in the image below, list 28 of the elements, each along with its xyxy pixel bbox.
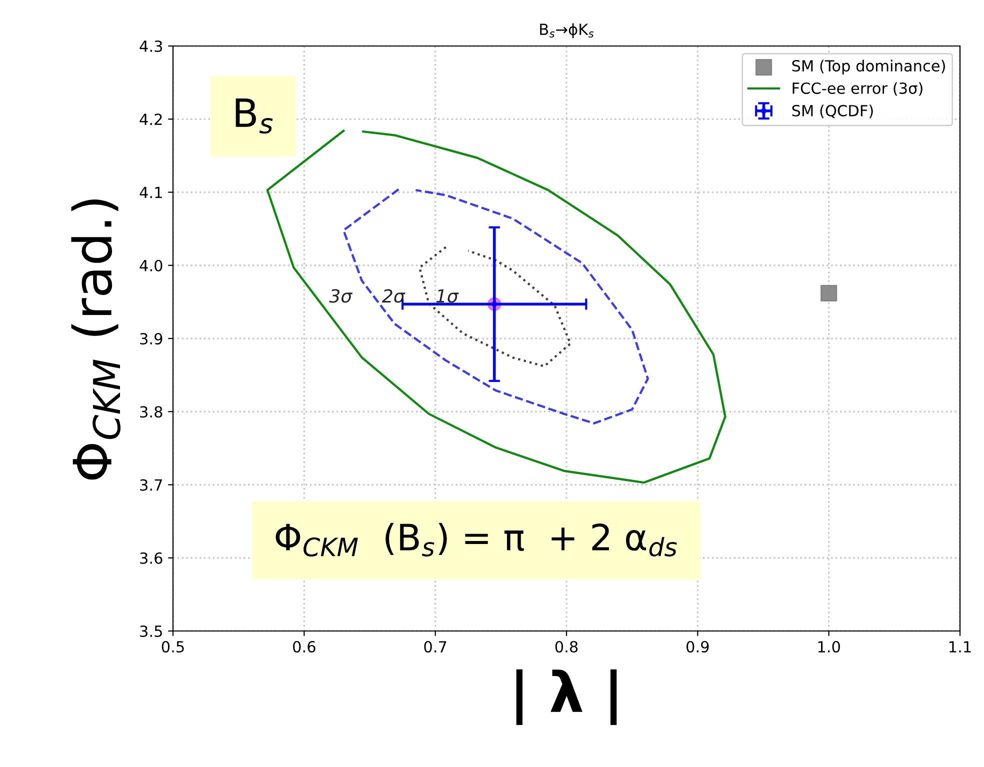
y-tick-label: 4.1 — [140, 186, 162, 198]
y-tick-label: 3.6 — [140, 552, 162, 564]
legend-label: SM (Top dominance) — [792, 60, 945, 75]
y-tick-label: 3.5 — [140, 625, 162, 638]
x-axis-title: | λ | — [516, 669, 617, 725]
x-tick-label: 0.6 — [293, 640, 316, 653]
annotation: B$_{s}$ — [236, 98, 273, 134]
x-tick-label: 0.7 — [424, 640, 446, 653]
y-tick-label: 3.9 — [140, 332, 162, 345]
y-axis-title: Φ$_{CKM}$ (rad.) — [71, 199, 121, 480]
legend-label: SM (QCDF) — [792, 104, 873, 118]
y-tick-label: 3.8 — [140, 406, 162, 418]
annotation: 2σ — [382, 289, 406, 303]
x-tick-label: 1.1 — [950, 641, 971, 652]
x-tick-label: 1.0 — [818, 640, 840, 653]
chart-title: B$_{s}$→ϕK$_{s}$ — [540, 23, 594, 38]
x-tick-label: 0.8 — [555, 640, 578, 653]
y-tick-label: 4.3 — [140, 40, 162, 52]
y-tick-label: 3.7 — [140, 479, 162, 491]
annotation: Φ$_{CKM}$ (B$_{s}$) = π + 2 α$_{ds}$ — [276, 522, 677, 557]
y-tick-label: 4.2 — [140, 114, 162, 125]
legend-label: FCC-ee error (3σ) — [792, 82, 922, 96]
line-series — [418, 246, 572, 368]
annotation: 1σ — [436, 289, 459, 303]
y-tick-label: 4.0 — [140, 260, 162, 272]
x-tick-label: 0.9 — [686, 640, 709, 653]
annotation: 3σ — [329, 289, 353, 303]
x-tick-label: 0.5 — [162, 640, 184, 653]
